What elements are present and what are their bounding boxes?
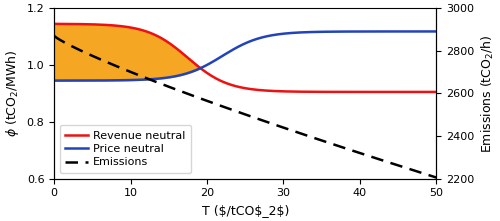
X-axis label: T ($/tCO$_2$): T ($/tCO$_2$) — [202, 204, 289, 217]
Y-axis label: Emissions (tCO$_2$/h): Emissions (tCO$_2$/h) — [480, 34, 496, 152]
Legend: Revenue neutral, Price neutral, Emissions: Revenue neutral, Price neutral, Emission… — [60, 125, 191, 173]
Y-axis label: $\phi$ (tCO$_2$/MWh): $\phi$ (tCO$_2$/MWh) — [4, 50, 21, 137]
